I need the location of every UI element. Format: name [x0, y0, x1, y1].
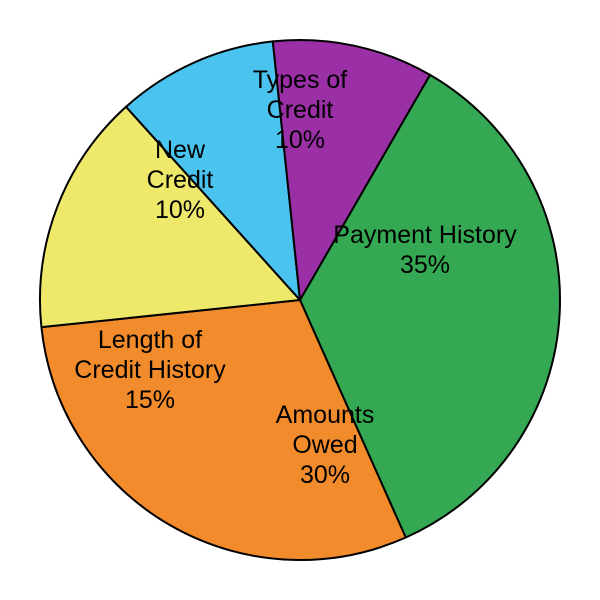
pie-svg	[0, 0, 600, 600]
credit-score-pie-chart: Payment History 35%Amounts Owed 30%Lengt…	[0, 0, 600, 600]
